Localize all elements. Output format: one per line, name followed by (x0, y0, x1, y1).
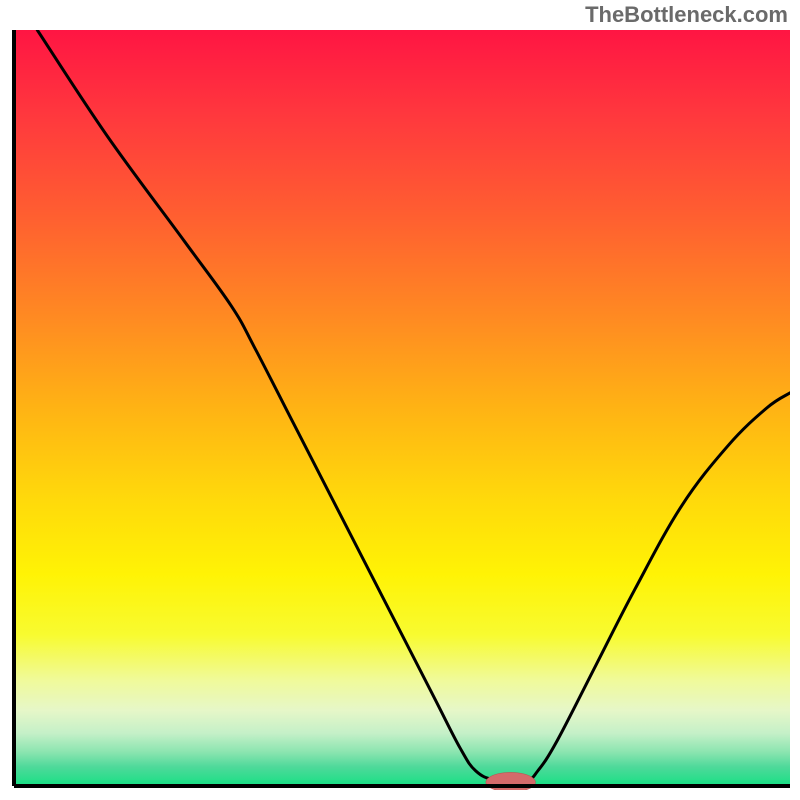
chart-svg (10, 30, 790, 790)
watermark-text: TheBottleneck.com (585, 2, 788, 28)
bottleneck-chart (10, 30, 790, 790)
gradient-background (14, 30, 790, 786)
